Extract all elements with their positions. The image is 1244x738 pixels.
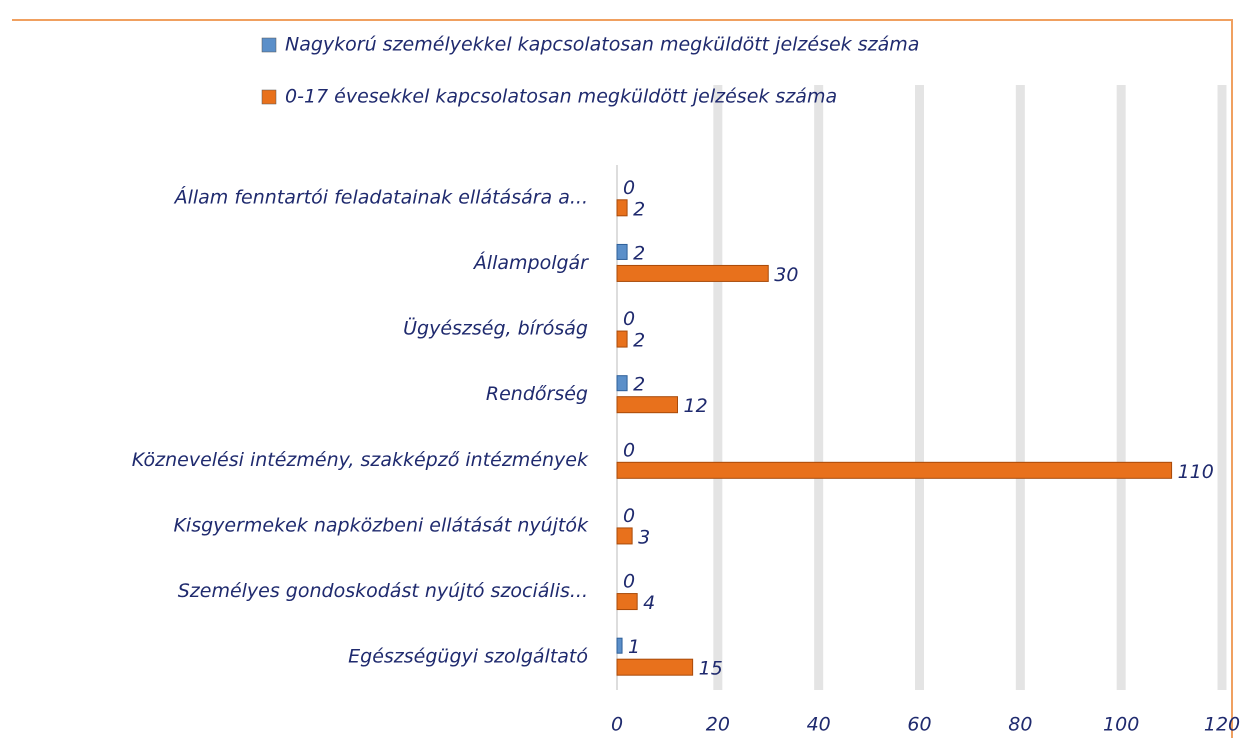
bar [616, 637, 623, 654]
bar [616, 375, 628, 392]
data-label: 0 [623, 505, 635, 527]
x-tick-label: 20 [706, 714, 730, 736]
data-label: 30 [774, 264, 798, 286]
y-tick-label: Állampolgár [472, 251, 589, 274]
bar [616, 396, 678, 414]
data-label: 2 [633, 330, 645, 352]
data-label: 12 [684, 395, 708, 417]
bar [616, 330, 628, 348]
data-label: 0 [623, 308, 635, 330]
y-tick-label: Kisgyermekek napközbeni ellátását nyújtó… [173, 514, 589, 536]
bar [616, 243, 628, 260]
data-label: 1 [628, 636, 640, 658]
data-label: 0 [623, 439, 635, 461]
data-label: 2 [633, 242, 645, 264]
x-tick-label: 120 [1204, 714, 1240, 736]
bar [616, 461, 1173, 479]
x-tick-label: 0 [611, 714, 623, 736]
y-tick-label: Ügyészség, bíróság [403, 317, 588, 340]
legend-label: Nagykorú személyekkel kapcsolatosan megk… [285, 34, 919, 56]
data-label: 0 [623, 177, 635, 199]
bar [616, 264, 769, 282]
data-label: 2 [633, 198, 645, 220]
x-tick-label: 100 [1103, 714, 1139, 736]
data-label: 3 [638, 526, 650, 548]
legend-label: 0-17 évesekkel kapcsolatosan megküldött … [285, 86, 837, 108]
data-label: 0 [623, 571, 635, 593]
data-label: 15 [699, 658, 723, 680]
y-tick-label: Állam fenntartói feladatainak ellátására… [173, 185, 588, 208]
x-tick-label: 80 [1008, 714, 1032, 736]
x-tick-label: 60 [907, 714, 931, 736]
legend-marker [261, 37, 277, 53]
legend-marker [261, 89, 277, 105]
data-label: 4 [643, 592, 655, 614]
bar [616, 527, 633, 545]
data-label: 110 [1178, 461, 1214, 483]
y-tick-label: Személyes gondoskodást nyújtó szociális.… [178, 580, 588, 602]
bar [616, 199, 628, 217]
data-label: 2 [633, 374, 645, 396]
y-tick-label: Köznevelési intézmény, szakképző intézmé… [132, 449, 589, 471]
y-tick-label: Egészségügyi szolgáltató [348, 646, 588, 668]
frame [12, 19, 1233, 738]
y-tick-label: Rendőrség [486, 383, 588, 405]
x-tick-label: 40 [807, 714, 831, 736]
bar [616, 658, 694, 676]
bar [616, 593, 638, 611]
